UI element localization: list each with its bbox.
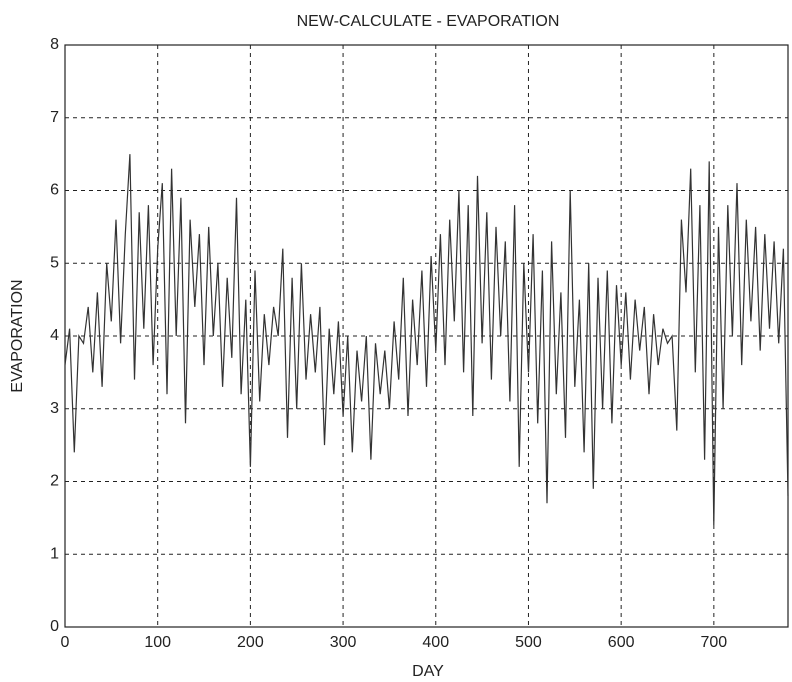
y-tick-label: 2 bbox=[50, 473, 59, 490]
x-tick-label: 100 bbox=[144, 634, 171, 651]
x-tick-label: 200 bbox=[237, 634, 264, 651]
y-tick-label: 8 bbox=[50, 36, 59, 53]
plot-frame bbox=[64, 44, 789, 628]
y-tick-label: 7 bbox=[50, 109, 59, 126]
x-tick-label: 700 bbox=[700, 634, 727, 651]
x-tick-label: 500 bbox=[515, 634, 542, 651]
y-tick-label: 1 bbox=[50, 545, 59, 562]
chart-title: NEW-CALCULATE - EVAPORATION bbox=[297, 13, 560, 30]
x-tick-label: 0 bbox=[61, 634, 70, 651]
x-tick-label: 300 bbox=[330, 634, 357, 651]
y-tick-label: 4 bbox=[50, 327, 59, 344]
y-axis-label: EVAPORATION bbox=[9, 279, 26, 392]
x-axis-label: DAY bbox=[412, 663, 444, 680]
y-tick-label: 5 bbox=[50, 254, 59, 271]
y-tick-label: 3 bbox=[50, 400, 59, 417]
x-tick-label: 600 bbox=[608, 634, 635, 651]
y-tick-label: 0 bbox=[50, 618, 59, 635]
y-tick-label: 6 bbox=[50, 182, 59, 199]
x-tick-label: 400 bbox=[422, 634, 449, 651]
data-line bbox=[64, 154, 789, 526]
